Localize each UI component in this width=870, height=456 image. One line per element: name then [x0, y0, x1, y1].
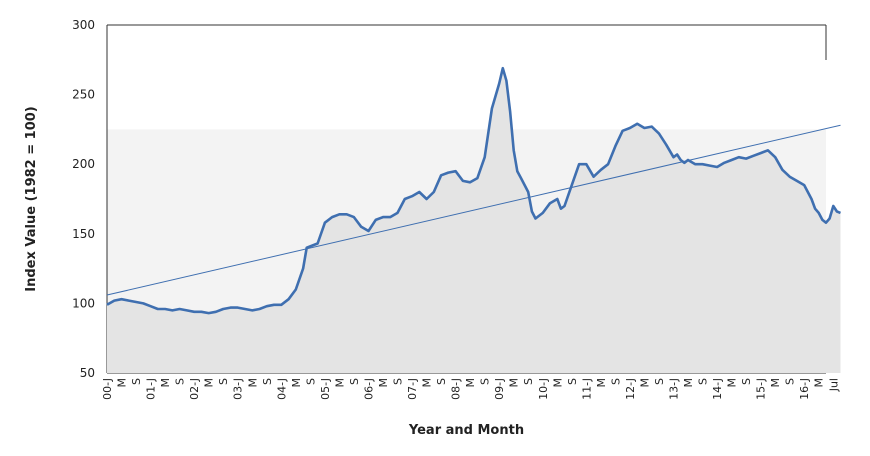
x-tick-label: 09-J — [493, 378, 506, 400]
x-tick-label: 08-J — [450, 378, 463, 400]
y-tick-label: 150 — [72, 227, 95, 241]
x-tick-label: S — [479, 378, 492, 385]
x-tick-label: S — [784, 378, 797, 385]
y-tick-label: 100 — [72, 296, 95, 310]
x-tick-label: 14-J — [711, 378, 724, 400]
x-tick-label: 02-J — [188, 378, 201, 400]
y-tick-label: 50 — [80, 366, 95, 380]
y-axis-title: Index Value (1982 = 100) — [24, 106, 39, 291]
x-tick-label: S — [174, 378, 187, 385]
x-tick-label: M — [551, 378, 564, 388]
series-line-layer — [106, 66, 841, 315]
x-tick-label: S — [392, 378, 405, 385]
x-tick-label: M — [377, 378, 390, 388]
x-tick-label: M — [333, 378, 346, 388]
trendline-layer — [106, 124, 841, 296]
x-tick-label: S — [566, 378, 579, 385]
x-tick-label: M — [464, 378, 477, 388]
x-tick-label: S — [217, 378, 230, 385]
x-tick-label: M — [813, 378, 826, 388]
x-tick-label: 06-J — [362, 378, 375, 400]
x-tick-label: M — [638, 378, 651, 388]
x-tick-label: M — [769, 378, 782, 388]
x-tick-label: 00-J — [101, 378, 114, 400]
x-tick-label: 04-J — [275, 378, 288, 400]
x-tick-label: M — [116, 378, 129, 388]
x-tick-label: 13-J — [667, 378, 680, 400]
x-tick-label: S — [348, 378, 361, 385]
x-tick-label: S — [130, 378, 143, 385]
x-tick-label: S — [435, 378, 448, 385]
x-tick-label: 15-J — [755, 378, 768, 400]
x-tick-label: M — [595, 378, 608, 388]
series-line — [106, 66, 841, 315]
x-tick-label: 12-J — [624, 378, 637, 400]
x-tick-label: S — [609, 378, 622, 385]
x-tick-label: 01-J — [145, 378, 158, 400]
x-tick-label: M — [159, 378, 172, 388]
x-tick-label: S — [740, 378, 753, 385]
x-tick-label: 07-J — [406, 378, 419, 400]
x-tick-label: M — [726, 378, 739, 388]
area-fill-layer — [107, 68, 841, 373]
x-tick-label: M — [682, 378, 695, 388]
x-tick-label: M — [421, 378, 434, 388]
x-tick-label: 16-J — [798, 378, 811, 400]
x-tick-label: S — [261, 378, 274, 385]
series-area — [107, 68, 841, 373]
x-tick-label: 03-J — [232, 378, 245, 400]
y-tick-label: 250 — [72, 88, 95, 102]
x-tick-label: M — [290, 378, 303, 388]
x-tick-label: 10-J — [537, 378, 550, 400]
x-tick-labels: 00-J M S 01-J M S 02-J M S 03-J M S 04-J M S 05-J M S 06-J… — [101, 378, 840, 400]
x-tick-label: S — [697, 378, 710, 385]
x-tick-label: S — [522, 378, 535, 385]
x-tick-label: 11-J — [580, 378, 593, 400]
x-tick-label: M — [246, 378, 259, 388]
x-tick-label: M — [508, 378, 521, 388]
x-tick-label: 05-J — [319, 378, 332, 400]
y-tick-labels: 50 100 150 200 250 300 — [72, 18, 95, 380]
x-tick-label: S — [304, 378, 317, 385]
x-tick-label: Jul — [827, 378, 840, 392]
x-tick-label: M — [203, 378, 216, 388]
y-tick-label: 200 — [72, 157, 95, 171]
trendline — [106, 124, 841, 296]
y-tick-label: 300 — [72, 18, 95, 32]
x-tick-label: S — [653, 378, 666, 385]
x-axis-title: Year and Month — [408, 423, 524, 438]
